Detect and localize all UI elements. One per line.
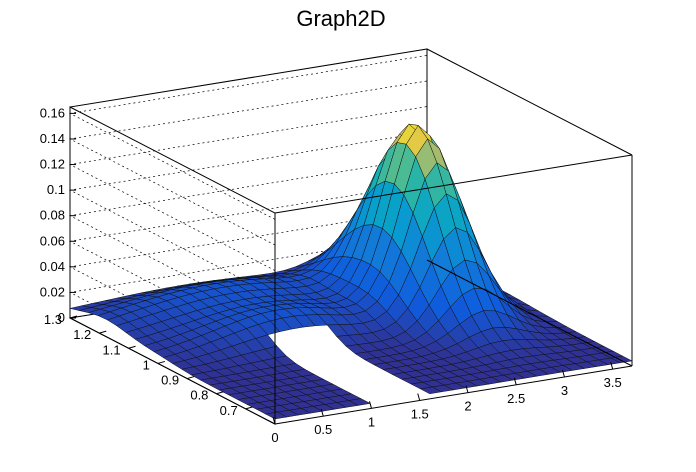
z-tick-label: 0.08 bbox=[40, 208, 65, 223]
y-axis-ticks: 0.7 0.8 0.9 1 1.1 1.2 1.3 bbox=[44, 312, 253, 418]
z-tick-label: 0.14 bbox=[40, 131, 65, 146]
surface-layer bbox=[69, 123, 633, 420]
x-tick-mark bbox=[465, 385, 469, 393]
x-tick-label: 2 bbox=[464, 399, 471, 414]
y-tick-mark bbox=[99, 330, 107, 334]
z-tick-label: 0.04 bbox=[40, 259, 65, 274]
x-tick-mark bbox=[272, 416, 276, 425]
x-tick-label: 0.5 bbox=[314, 422, 332, 437]
y-tick-label: 0.9 bbox=[161, 373, 179, 388]
x-tick-label: 0 bbox=[271, 430, 278, 445]
frame-layer bbox=[69, 48, 633, 425]
y-tick-label: 1.1 bbox=[102, 342, 120, 357]
y-tick-mark bbox=[69, 315, 78, 319]
x-tick-label: 1.5 bbox=[411, 406, 429, 421]
z-tick-label: 0 bbox=[58, 310, 65, 325]
y-tick-label: 0.7 bbox=[220, 403, 238, 418]
x-tick-mark bbox=[369, 401, 372, 409]
y-tick-mark bbox=[216, 391, 224, 395]
y-tick-label: 1.3 bbox=[44, 312, 62, 327]
y-tick-mark bbox=[187, 376, 195, 380]
x-tick-mark bbox=[320, 409, 324, 417]
y-tick-label: 1 bbox=[143, 357, 150, 372]
front-base-edge bbox=[274, 365, 633, 425]
y-tick-mark bbox=[128, 345, 136, 349]
y-tick-label: 1.2 bbox=[73, 327, 91, 342]
x-tick-label: 2.5 bbox=[507, 391, 525, 406]
x-axis-ticks: 0 0.5 1 1.5 2 2.5 3 3.5 bbox=[271, 361, 622, 445]
z-tick-label: 0.16 bbox=[40, 105, 65, 120]
x-tick-mark bbox=[561, 369, 565, 378]
z-tick-label: 0.1 bbox=[47, 182, 65, 197]
x-tick-mark bbox=[513, 377, 517, 385]
chart-title: Graph2D bbox=[296, 6, 385, 31]
surface-patch bbox=[348, 398, 371, 406]
x-tick-label: 3.5 bbox=[604, 375, 622, 390]
x-tick-mark bbox=[610, 361, 614, 370]
y-tick-mark bbox=[245, 406, 253, 410]
z-tick-label: 0.02 bbox=[40, 284, 65, 299]
right-top-edge bbox=[426, 48, 633, 156]
y-tick-label: 0.8 bbox=[190, 388, 208, 403]
x-tick-label: 3 bbox=[561, 383, 568, 398]
y-tick-mark bbox=[157, 360, 165, 364]
front-top-edge bbox=[274, 154, 633, 214]
left-base-edge bbox=[69, 317, 276, 425]
z-tick-label: 0.12 bbox=[40, 157, 65, 172]
z-tick-label: 0.06 bbox=[40, 233, 65, 248]
right-base-edge bbox=[426, 259, 633, 367]
x-tick-label: 1 bbox=[368, 414, 375, 429]
z-axis-ticks: 0 0.02 0.04 0.06 0.08 0.1 0.12 0.14 0.16 bbox=[40, 105, 76, 325]
x-tick-mark bbox=[417, 393, 421, 401]
